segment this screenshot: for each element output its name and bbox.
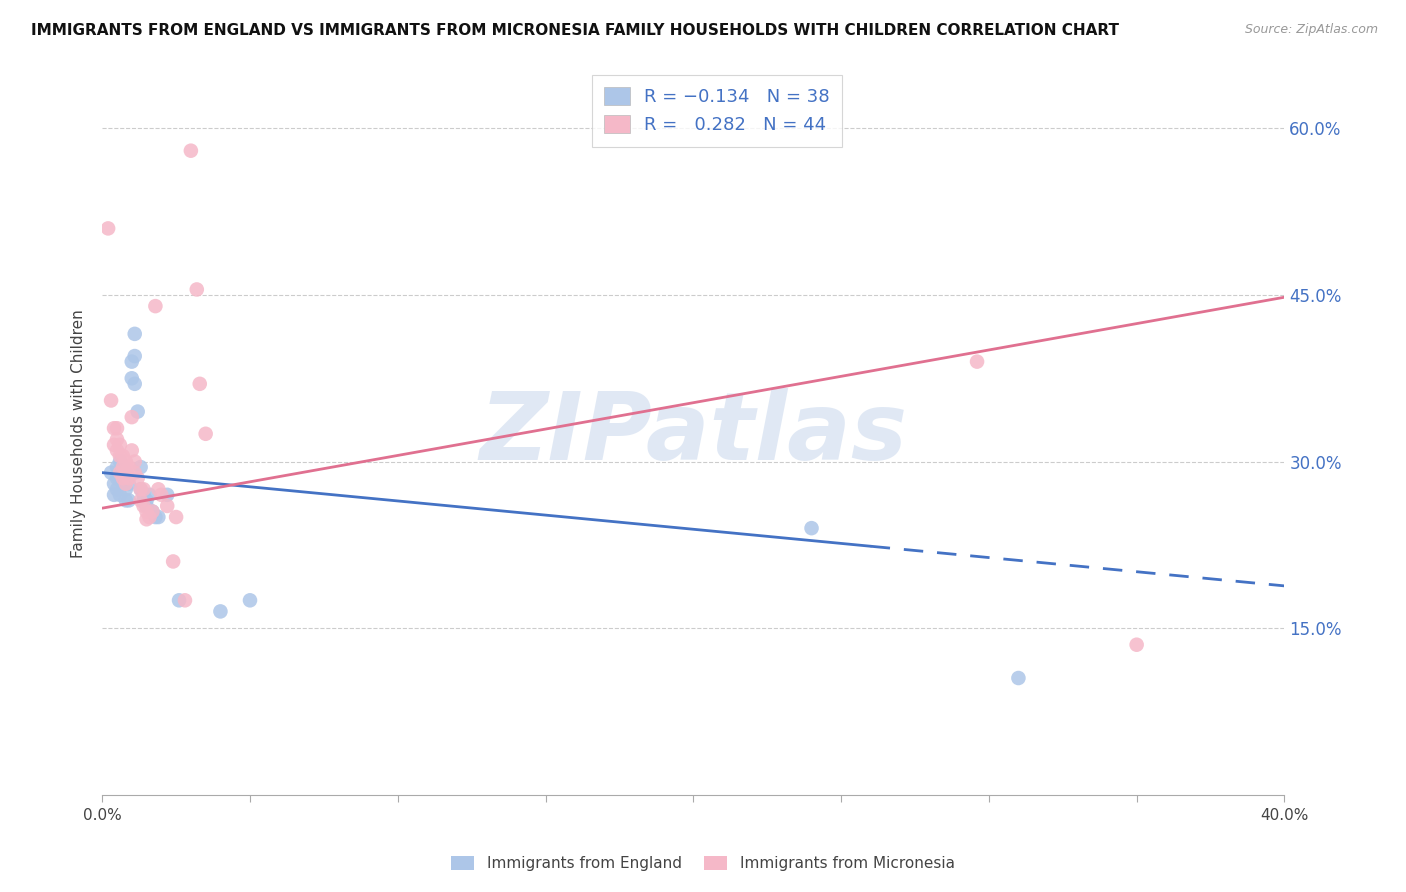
Point xyxy=(138,510,160,524)
Point xyxy=(132,483,155,497)
Point xyxy=(145,510,167,524)
Point xyxy=(209,604,232,618)
Point xyxy=(105,443,128,458)
Point xyxy=(118,476,141,491)
Point xyxy=(150,488,173,502)
Point xyxy=(103,488,125,502)
Point xyxy=(148,483,170,497)
Point xyxy=(141,504,163,518)
Point xyxy=(145,299,167,313)
Point xyxy=(97,221,120,235)
Point xyxy=(174,593,197,607)
Point xyxy=(966,354,988,368)
Point xyxy=(103,438,125,452)
Point xyxy=(1125,638,1147,652)
Point xyxy=(186,283,208,297)
Point xyxy=(111,476,134,491)
Point xyxy=(138,488,160,502)
Point xyxy=(188,376,211,391)
Point xyxy=(132,499,155,513)
Point xyxy=(135,499,157,513)
Point xyxy=(194,426,217,441)
Point xyxy=(105,421,128,435)
Point xyxy=(127,471,149,485)
Point xyxy=(121,443,143,458)
Text: Source: ZipAtlas.com: Source: ZipAtlas.com xyxy=(1244,23,1378,37)
Point xyxy=(132,488,155,502)
Point xyxy=(127,404,149,418)
Point xyxy=(156,488,179,502)
Text: IMMIGRANTS FROM ENGLAND VS IMMIGRANTS FROM MICRONESIA FAMILY HOUSEHOLDS WITH CHI: IMMIGRANTS FROM ENGLAND VS IMMIGRANTS FR… xyxy=(31,23,1119,38)
Point xyxy=(100,393,122,408)
Point xyxy=(124,326,146,341)
Point xyxy=(111,460,134,475)
Y-axis label: Family Households with Children: Family Households with Children xyxy=(72,310,86,558)
Point xyxy=(115,483,138,497)
Point xyxy=(108,454,131,468)
Point xyxy=(115,493,138,508)
Point xyxy=(129,483,152,497)
Point xyxy=(108,471,131,485)
Point xyxy=(103,421,125,435)
Point xyxy=(115,476,138,491)
Point xyxy=(124,349,146,363)
Point xyxy=(100,466,122,480)
Point xyxy=(115,466,138,480)
Point xyxy=(121,371,143,385)
Point xyxy=(118,460,141,475)
Point xyxy=(141,504,163,518)
Point xyxy=(167,593,190,607)
Legend: Immigrants from England, Immigrants from Micronesia: Immigrants from England, Immigrants from… xyxy=(446,849,960,877)
Point xyxy=(156,499,179,513)
Point xyxy=(105,471,128,485)
Point xyxy=(103,476,125,491)
Point xyxy=(135,493,157,508)
Text: ZIPatlas: ZIPatlas xyxy=(479,388,907,480)
Point xyxy=(121,410,143,425)
Point xyxy=(124,466,146,480)
Point xyxy=(239,593,262,607)
Point xyxy=(148,510,170,524)
Point xyxy=(105,483,128,497)
Point xyxy=(1007,671,1029,685)
Point xyxy=(115,454,138,468)
Point xyxy=(124,454,146,468)
Point xyxy=(115,466,138,480)
Point xyxy=(108,488,131,502)
Point xyxy=(118,471,141,485)
Point xyxy=(135,504,157,518)
Point xyxy=(108,466,131,480)
Point xyxy=(121,354,143,368)
Point xyxy=(111,460,134,475)
Point xyxy=(111,471,134,485)
Point xyxy=(108,438,131,452)
Legend: R = −0.134   N = 38, R =   0.282   N = 44: R = −0.134 N = 38, R = 0.282 N = 44 xyxy=(592,75,842,146)
Point xyxy=(111,449,134,463)
Point xyxy=(135,512,157,526)
Point xyxy=(105,433,128,447)
Point xyxy=(105,460,128,475)
Point xyxy=(165,510,187,524)
Point xyxy=(129,493,152,508)
Point xyxy=(180,144,202,158)
Point xyxy=(162,554,184,568)
Point xyxy=(800,521,823,535)
Point xyxy=(132,493,155,508)
Point xyxy=(129,460,152,475)
Point xyxy=(108,449,131,463)
Point xyxy=(118,493,141,508)
Point xyxy=(129,483,152,497)
Point xyxy=(124,376,146,391)
